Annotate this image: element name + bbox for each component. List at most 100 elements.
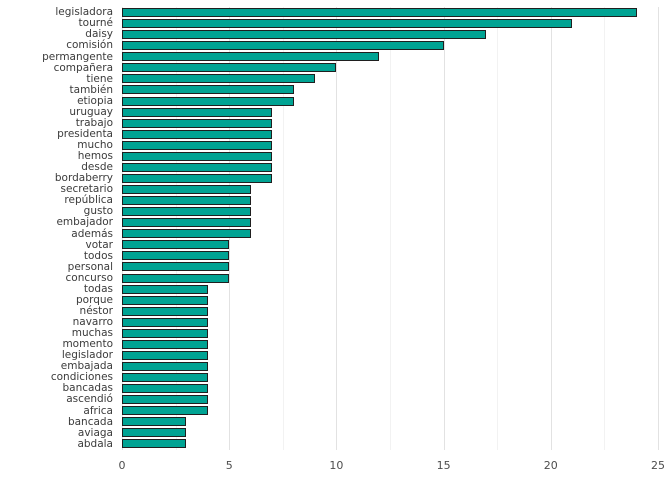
y-axis-label: tiene: [86, 72, 113, 85]
y-axis-label: comisión: [66, 39, 113, 52]
y-axis-label: embajador: [56, 216, 113, 229]
bar-row: [122, 395, 658, 405]
major-gridline: [443, 7, 445, 450]
bar-row: [122, 74, 658, 84]
bar-legisladora: [122, 8, 637, 18]
y-axis-label: todas: [83, 282, 113, 295]
y-axis-label: néstor: [79, 304, 113, 317]
bar-muchas: [122, 328, 208, 338]
bar-africa: [122, 406, 208, 416]
y-axis-label: hemos: [77, 150, 113, 163]
bar-row: [122, 96, 658, 106]
x-axis-tick-label: 20: [543, 459, 558, 472]
minor-gridline: [175, 7, 177, 450]
major-gridline: [122, 7, 123, 450]
bar-row: [122, 8, 658, 18]
bar-todos: [122, 251, 230, 261]
y-axis-label: bancadas: [62, 382, 113, 395]
bar-row: [122, 218, 658, 228]
bar-tourné: [122, 19, 573, 29]
bar-row: [122, 362, 658, 372]
y-axis-label: legislador: [61, 349, 113, 362]
bar-condiciones: [122, 373, 208, 383]
plot-panel: [122, 7, 659, 450]
x-axis: 0 5 10 15 20 25: [118, 458, 666, 473]
y-axis-label: presidenta: [57, 127, 113, 140]
y-axis-label: secretario: [60, 183, 113, 196]
bar-row: [122, 417, 658, 427]
bar-concurso: [122, 273, 230, 283]
bar-permangente: [122, 52, 380, 62]
y-axis-label: condiciones: [50, 371, 113, 384]
y-axis-label: muchas: [71, 327, 113, 340]
bar-row: [122, 162, 658, 172]
minor-gridline: [390, 7, 391, 450]
bar-row: [122, 284, 658, 294]
bar-row: [122, 384, 658, 394]
bar-presidenta: [122, 129, 273, 139]
y-axis-label: navarro: [72, 316, 113, 329]
y-axis-label: bancada: [67, 415, 113, 428]
bar-además: [122, 229, 251, 239]
x-axis-tick-label: 10: [329, 459, 344, 472]
bar-row: [122, 306, 658, 316]
y-axis-label: aviaga: [77, 426, 113, 439]
bar-abdala: [122, 439, 187, 449]
y-axis-label: porque: [75, 293, 113, 306]
bar-row: [122, 262, 658, 272]
y-axis-label: abdala: [77, 437, 113, 450]
bar-row: [122, 118, 658, 128]
bar-gusto: [122, 207, 251, 217]
bar-row: [122, 273, 658, 283]
bar-todas: [122, 284, 208, 294]
y-axis-label: legisladora: [55, 6, 113, 19]
bar-row: [122, 339, 658, 349]
bar-también: [122, 85, 294, 95]
y-axis-label: compañera: [53, 61, 113, 74]
bar-uruguay: [122, 107, 273, 117]
minor-gridline: [282, 7, 284, 450]
x-axis-tick-label: 5: [225, 459, 233, 472]
y-axis-labels: legisladora tourné daisy comisión permangent…: [0, 7, 118, 450]
bar-row: [122, 129, 658, 139]
y-axis-label: concurso: [65, 271, 114, 284]
grid: [122, 7, 659, 450]
y-axis-label: también: [69, 83, 113, 96]
bar-row: [122, 140, 658, 150]
y-axis-label: daisy: [85, 28, 113, 41]
bar-row: [122, 373, 658, 383]
y-axis-label: república: [64, 194, 113, 207]
bar-row: [122, 328, 658, 338]
bar-personal: [122, 262, 230, 272]
bar-row: [122, 107, 658, 117]
y-axis-label: permangente: [42, 50, 113, 63]
y-axis-label: votar: [85, 238, 113, 251]
bar-row: [122, 85, 658, 95]
bar-row: [122, 173, 658, 183]
minor-gridline: [497, 7, 499, 450]
bar-row: [122, 19, 658, 29]
bar-row: [122, 317, 658, 327]
bar-embajador: [122, 218, 251, 228]
bar-row: [122, 151, 658, 161]
bars-container: [122, 7, 658, 450]
bar-row: [122, 30, 658, 40]
x-axis-tick-label: 15: [436, 459, 451, 472]
bar-daisy: [122, 30, 487, 40]
bar-comisión: [122, 41, 444, 51]
bar-row: [122, 439, 658, 449]
y-axis-label: todos: [83, 249, 113, 262]
bar-row: [122, 251, 658, 261]
y-axis-label: mucho: [77, 139, 113, 152]
x-axis-tick-label: 0: [118, 459, 126, 472]
bar-row: [122, 295, 658, 305]
bar-row: [122, 41, 658, 51]
bar-embajada: [122, 362, 208, 372]
bar-row: [122, 428, 658, 438]
bar-compañera: [122, 63, 337, 73]
y-axis-label: ascendió: [66, 393, 113, 406]
bar-row: [122, 196, 658, 206]
bar-néstor: [122, 306, 208, 316]
bar-row: [122, 63, 658, 73]
